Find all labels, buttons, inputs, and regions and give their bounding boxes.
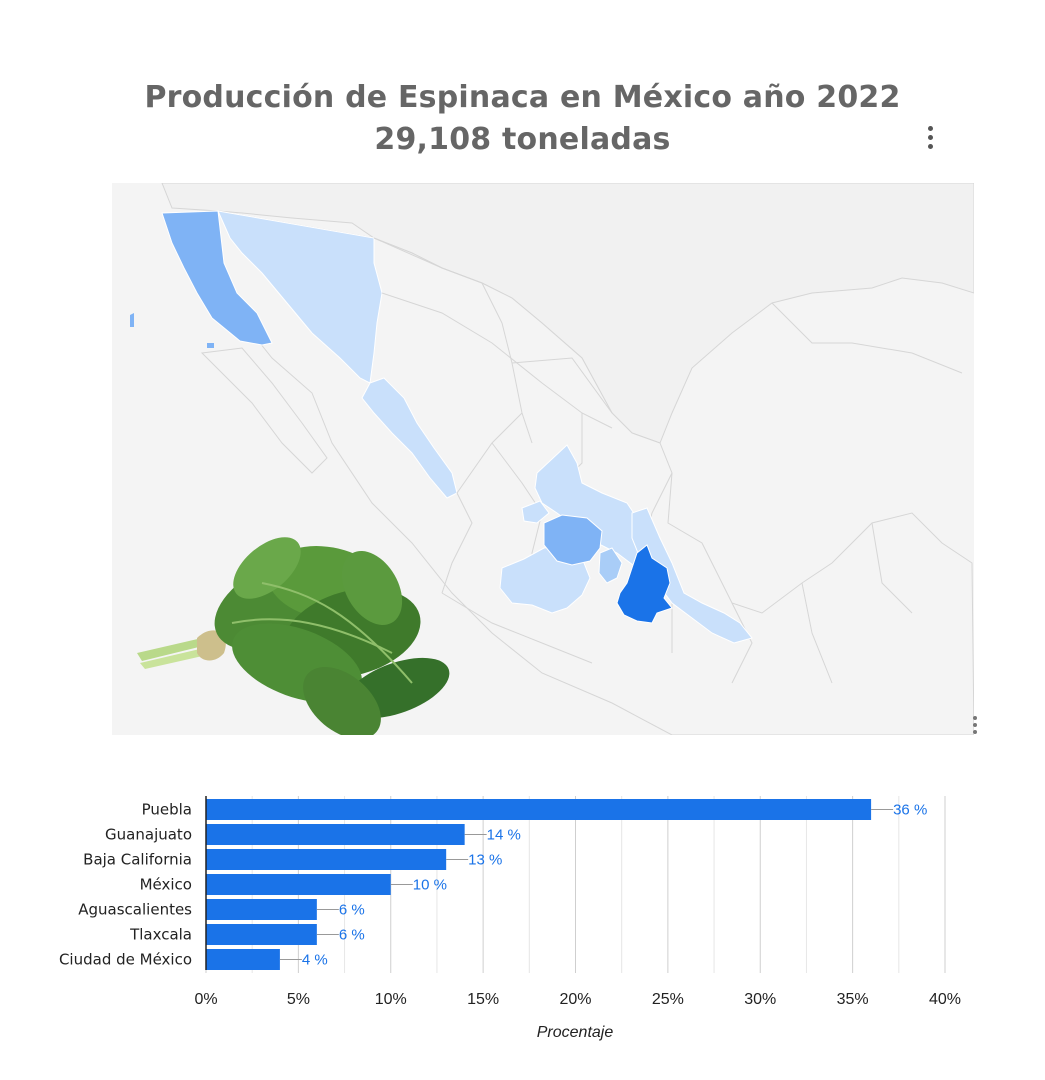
x-tick-label: 35% [837,991,869,1008]
x-tick-label: 25% [652,991,684,1008]
category-label: Baja California [83,851,192,869]
state-baja-california-tip [130,313,134,327]
bar[interactable] [206,799,872,820]
category-label: Puebla [142,801,192,819]
data-label: 6 % [339,902,365,919]
state-mexico[interactable] [598,547,623,584]
data-label: 14 % [487,827,521,844]
map-more-options-icon[interactable] [973,716,977,734]
x-tick-label: 10% [375,991,407,1008]
category-label: Ciudad de México [59,951,192,969]
x-tick-label: 40% [929,991,961,1008]
state-sonora[interactable] [217,210,383,384]
state-guanajuato[interactable] [543,514,603,566]
bar[interactable] [206,849,447,870]
category-label: Guanajuato [105,826,192,844]
bar-chart: 36 % 14 % 13 % 10 % 6 % 6 % 4 % Puebla Guanajua… [59,796,961,1041]
land-baja-sur [200,347,328,474]
data-label: 36 % [893,802,927,819]
bar[interactable] [206,924,317,945]
bar[interactable] [206,899,317,920]
bar[interactable] [206,824,465,845]
spinach-bunch-icon [137,537,450,735]
bars: 36 % 14 % 13 % 10 % 6 % 6 % 4 % [206,799,927,970]
bar[interactable] [206,949,280,970]
x-tick-label: 30% [744,991,776,1008]
x-tick-labels: 0% 5% 10% 15% 20% 25% 30% 35% 40% [194,991,961,1008]
state-baja-california[interactable] [161,210,273,346]
category-label: Aguascalientes [78,901,192,919]
chart-title: Producción de Espinaca en México año 202… [144,80,901,115]
state-baja-california-isle [207,343,214,348]
state-sinaloa[interactable] [361,377,458,499]
x-axis-title: Procentaje [537,1024,614,1041]
x-tick-label: 0% [194,991,217,1008]
data-label: 6 % [339,927,365,944]
mexico-choropleth-map [112,183,974,735]
x-tick-label: 15% [467,991,499,1008]
data-label: 13 % [468,852,502,869]
chart-subtitle: 29,108 toneladas [374,122,671,157]
category-label: México [140,876,192,894]
state-aguascalientes[interactable] [521,500,550,524]
data-label: 4 % [302,952,328,969]
bar[interactable] [206,874,391,895]
category-labels: Puebla Guanajuato Baja California México Agu… [59,801,192,969]
data-label: 10 % [413,877,447,894]
category-label: Tlaxcala [129,926,192,944]
state-puebla[interactable] [616,544,673,624]
more-options-icon[interactable] [928,126,933,149]
x-tick-label: 20% [559,991,591,1008]
x-tick-label: 5% [287,991,310,1008]
